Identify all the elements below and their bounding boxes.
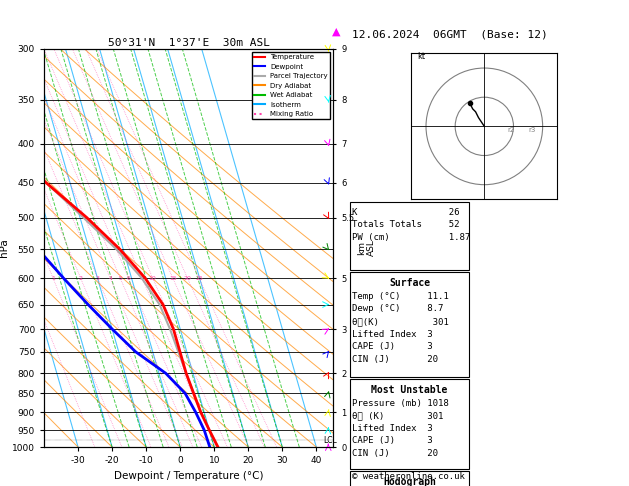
Title: 50°31'N  1°37'E  30m ASL: 50°31'N 1°37'E 30m ASL xyxy=(108,38,270,48)
Bar xyxy=(350,272,469,377)
Text: 3: 3 xyxy=(96,276,99,280)
Bar xyxy=(350,379,469,469)
Text: 4: 4 xyxy=(108,276,112,280)
Text: 1: 1 xyxy=(51,276,55,280)
Bar xyxy=(350,471,469,486)
Legend: Temperature, Dewpoint, Parcel Trajectory, Dry Adiabat, Wet Adiabat, Isotherm, Mi: Temperature, Dewpoint, Parcel Trajectory… xyxy=(252,52,330,119)
Bar xyxy=(350,202,469,270)
Text: 15: 15 xyxy=(169,276,177,280)
Text: © weatheronline.co.uk: © weatheronline.co.uk xyxy=(352,472,465,481)
Text: 5: 5 xyxy=(118,276,122,280)
Text: 12.06.2024  06GMT  (Base: 12): 12.06.2024 06GMT (Base: 12) xyxy=(352,29,548,39)
Text: Totals Totals     52: Totals Totals 52 xyxy=(352,220,459,229)
Text: CAPE (J)      3: CAPE (J) 3 xyxy=(352,436,432,446)
Text: PW (cm)           1.87: PW (cm) 1.87 xyxy=(352,233,470,242)
Text: Hodograph: Hodograph xyxy=(383,477,436,486)
Y-axis label: km
ASL: km ASL xyxy=(357,240,376,256)
Text: Dewp (°C)     8.7: Dewp (°C) 8.7 xyxy=(352,304,443,313)
Text: θᴇ (K)        301: θᴇ (K) 301 xyxy=(352,411,443,420)
Text: CAPE (J)      3: CAPE (J) 3 xyxy=(352,342,432,351)
X-axis label: Dewpoint / Temperature (°C): Dewpoint / Temperature (°C) xyxy=(114,471,264,481)
Text: Most Unstable: Most Unstable xyxy=(372,385,448,395)
Text: K                 26: K 26 xyxy=(352,208,459,217)
Text: LCL: LCL xyxy=(323,436,337,445)
Text: Surface: Surface xyxy=(389,278,430,288)
Text: CIN (J)       20: CIN (J) 20 xyxy=(352,355,438,364)
Text: 25: 25 xyxy=(195,276,203,280)
Text: CIN (J)       20: CIN (J) 20 xyxy=(352,449,438,458)
Text: r2: r2 xyxy=(508,127,515,133)
Text: Lifted Index  3: Lifted Index 3 xyxy=(352,330,432,339)
Text: 10: 10 xyxy=(149,276,157,280)
Text: r3: r3 xyxy=(528,127,535,133)
Text: θᴇ(K)          301: θᴇ(K) 301 xyxy=(352,317,448,326)
Text: 20: 20 xyxy=(184,276,191,280)
Text: kt: kt xyxy=(417,52,425,61)
Text: Lifted Index  3: Lifted Index 3 xyxy=(352,424,432,433)
Text: Temp (°C)     11.1: Temp (°C) 11.1 xyxy=(352,292,448,301)
Y-axis label: hPa: hPa xyxy=(0,239,9,257)
Text: 2: 2 xyxy=(79,276,82,280)
Text: ▲: ▲ xyxy=(332,27,341,36)
Text: Pressure (mb) 1018: Pressure (mb) 1018 xyxy=(352,399,448,408)
Text: 8: 8 xyxy=(140,276,144,280)
Text: 6: 6 xyxy=(126,276,130,280)
